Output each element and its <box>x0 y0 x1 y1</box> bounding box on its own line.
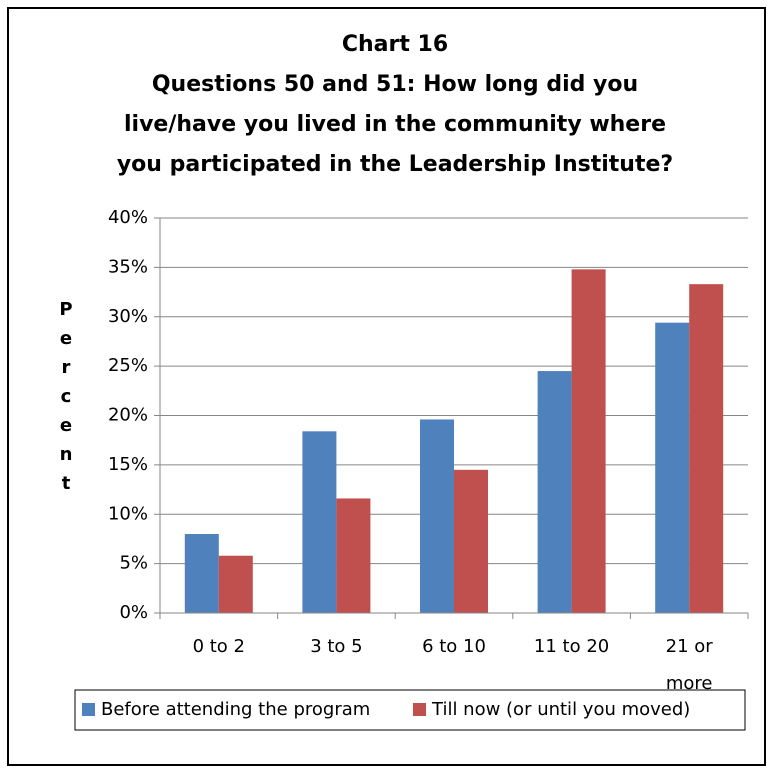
bar <box>571 269 606 613</box>
bar <box>302 431 337 613</box>
legend-box <box>74 689 746 731</box>
x-tick-label: 0 to 2 <box>193 636 245 657</box>
bar <box>184 534 219 613</box>
chart-title: you participated in the Leadership Insti… <box>117 152 673 177</box>
y-tick-label: 25% <box>108 355 148 376</box>
legend-swatch <box>82 703 95 716</box>
y-tick-label: 30% <box>108 306 148 327</box>
chart-border <box>7 7 766 766</box>
y-tick-label: 10% <box>108 503 148 524</box>
y-tick-label: 0% <box>119 602 148 623</box>
legend-swatch <box>413 703 426 716</box>
legend-label: Till now (or until you moved) <box>431 699 690 720</box>
y-tick-label: 15% <box>108 454 148 475</box>
x-tick-label: 3 to 5 <box>310 636 362 657</box>
bar <box>655 322 690 613</box>
legend-label: Before attending the program <box>101 699 370 720</box>
x-tick-label: 11 to 20 <box>534 636 609 657</box>
bar <box>537 371 572 613</box>
x-tick-label: 21 or more <box>666 636 714 694</box>
bar <box>689 284 724 613</box>
bar <box>336 498 371 613</box>
chart-title: Chart 16 <box>342 32 448 57</box>
bar <box>218 555 253 613</box>
bar <box>420 419 454 613</box>
y-tick-label: 20% <box>108 405 148 426</box>
x-tick-label: 6 to 10 <box>422 636 486 657</box>
y-tick-label: 5% <box>119 553 148 574</box>
y-tick-label: 35% <box>108 256 148 277</box>
chart-title: Questions 50 and 51: How long did you <box>152 72 638 97</box>
y-tick-label: 40% <box>108 207 148 228</box>
bar <box>454 469 488 613</box>
chart-title: live/have you lived in the community whe… <box>124 112 666 137</box>
